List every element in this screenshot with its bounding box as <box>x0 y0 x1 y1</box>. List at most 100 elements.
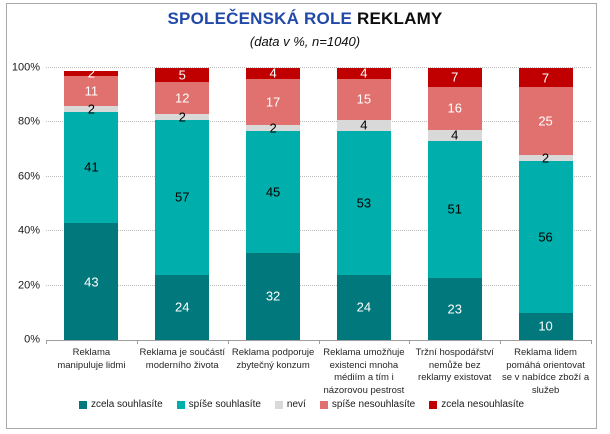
bar-segment-label: 53 <box>356 195 372 211</box>
y-axis-tick-label: 20% <box>17 279 40 292</box>
bar-column: 23 51 4 16 7 <box>409 68 500 340</box>
legend-swatch <box>176 400 185 409</box>
gridline <box>46 67 591 68</box>
y-axis-tick-label: 40% <box>17 224 40 237</box>
stacked-bar: 10 56 2 25 7 <box>518 68 573 340</box>
bar-segment: 24 <box>336 274 391 340</box>
chart-title: SPOLEČENSKÁ ROLE REKLAMY <box>0 9 610 29</box>
x-axis-tick <box>136 340 138 344</box>
bars-container: 43 41 2 11 2 24 57 2 12 5 32 45 2 17 4 24 53 4 15 4 23 51 4 16 7… <box>46 65 591 340</box>
legend-item: spíše nesouhlasíte <box>319 399 415 410</box>
bar-segment: 4 <box>246 65 301 81</box>
bar-segment-label: 51 <box>447 201 462 217</box>
bar-segment: 57 <box>155 119 210 275</box>
bar-segment-label: 17 <box>265 94 281 110</box>
bar-segment: 56 <box>518 160 573 313</box>
bar-segment: 10 <box>518 312 573 340</box>
legend: zcela souhlasíte spíše souhlasíte neví spíš… <box>6 399 597 410</box>
category-label: Reklama umožňuje existenci mnoha médiím … <box>323 347 405 396</box>
category-label: Reklama manipuluje lidmi <box>57 347 126 371</box>
legend-label: zcela souhlasíte <box>90 399 163 410</box>
legend-label: neví <box>286 399 306 410</box>
bar-segment-label: 4 <box>451 127 459 143</box>
stacked-bar: 23 51 4 16 7 <box>427 68 482 340</box>
category-label: Tržní hospodářství nemůže bez reklamy ex… <box>415 347 494 384</box>
bar-segment: 2 <box>64 67 119 80</box>
bar-segment-label: 4 <box>360 65 368 81</box>
bar-segment: 2 <box>155 110 210 123</box>
bar-segment-label: 5 <box>178 67 186 83</box>
bar-segment: 2 <box>64 102 119 115</box>
bar-segment: 17 <box>246 78 301 126</box>
category-labels: Reklama manipuluje lidmi Reklama je součá… <box>46 347 591 397</box>
bar-segment: 2 <box>518 151 573 164</box>
bar-segment-label: 2 <box>269 120 277 136</box>
y-axis-tick-label: 100% <box>11 61 40 74</box>
bar-segment: 7 <box>427 68 482 87</box>
bar-segment-label: 12 <box>175 90 190 106</box>
x-axis-tick <box>500 340 502 344</box>
bar-segment: 53 <box>336 130 391 275</box>
stacked-bar: 32 45 2 17 4 <box>246 65 301 340</box>
bar-segment-label: 4 <box>360 117 368 133</box>
bar-segment-label: 15 <box>356 91 372 107</box>
legend-item: neví <box>274 399 306 410</box>
stacked-bar: 24 57 2 12 5 <box>155 67 210 340</box>
chart-frame <box>6 3 597 429</box>
bar-segment-label: 16 <box>447 100 462 116</box>
bar-segment: 2 <box>246 121 301 134</box>
gridline <box>46 230 591 232</box>
bar-segment-label: 2 <box>87 101 96 117</box>
bar-segment-label: 41 <box>84 159 99 175</box>
stacked-bar: 24 53 4 15 4 <box>336 65 391 340</box>
bar-segment-label: 2 <box>87 65 96 81</box>
plot-area: 0% 20% 40% 60% 80% 100% 43 41 2 11 2 24 57 2 12 5 32 45 2 1… <box>12 62 592 345</box>
bar-segment: 51 <box>427 140 482 279</box>
bar-segment-label: 4 <box>269 65 277 81</box>
bar-segment-label: 7 <box>541 70 550 86</box>
bar-segment: 45 <box>246 130 301 253</box>
bar-segment-label: 45 <box>265 184 281 200</box>
legend-swatch <box>429 400 438 409</box>
x-axis-tick <box>591 340 592 344</box>
bar-segment-label: 2 <box>178 109 186 125</box>
category-label: Reklama lidem pomáhá orientovat se v nab… <box>501 347 590 396</box>
legend-item: zcela nesouhlasíte <box>429 399 524 410</box>
bar-segment: 15 <box>336 78 391 120</box>
bar-segment: 43 <box>64 223 119 340</box>
legend-item: zcela souhlasíte <box>78 399 163 410</box>
category-label: Reklama podporuje zbytečný konzum <box>231 347 315 371</box>
legend-swatch <box>78 400 87 409</box>
bar-segment: 41 <box>64 111 119 224</box>
bar-column: 24 53 4 15 4 <box>318 65 409 340</box>
bar-column: 32 45 2 17 4 <box>228 65 319 340</box>
chart-title-accent: SPOLEČENSKÁ ROLE <box>167 9 353 28</box>
bar-segment: 4 <box>336 65 391 81</box>
bar-segment-label: 2 <box>541 150 550 166</box>
bar-segment-label: 24 <box>356 299 372 315</box>
bar-column: 43 41 2 11 2 <box>46 67 137 340</box>
y-axis-tick-label: 60% <box>17 170 40 183</box>
bar-segment: 32 <box>246 252 301 340</box>
bar-segment: 4 <box>427 127 482 143</box>
legend-swatch <box>319 400 328 409</box>
legend-swatch <box>274 400 283 409</box>
gridline <box>46 175 591 177</box>
legend-label: zcela nesouhlasíte <box>441 399 525 410</box>
chart-subtitle: (data v %, n=1040) <box>249 34 361 49</box>
bar-segment-label: 10 <box>538 318 553 334</box>
x-axis-tick <box>46 340 47 344</box>
bar-segment-label: 43 <box>84 274 99 290</box>
chart-title-rest: REKLAMY <box>357 9 443 28</box>
bar-segment: 11 <box>64 76 119 107</box>
legend-label: spíše souhlasíte <box>188 399 261 410</box>
bar-segment: 23 <box>427 278 482 340</box>
category-label: Reklama je součástí moderního života <box>139 347 226 371</box>
bar-segment: 5 <box>155 67 210 83</box>
stacked-bar: 43 41 2 11 2 <box>64 67 119 340</box>
x-axis-tick <box>409 340 411 344</box>
gridline <box>46 284 591 286</box>
bar-segment-label: 57 <box>175 189 190 205</box>
bar-segment: 4 <box>336 117 391 133</box>
